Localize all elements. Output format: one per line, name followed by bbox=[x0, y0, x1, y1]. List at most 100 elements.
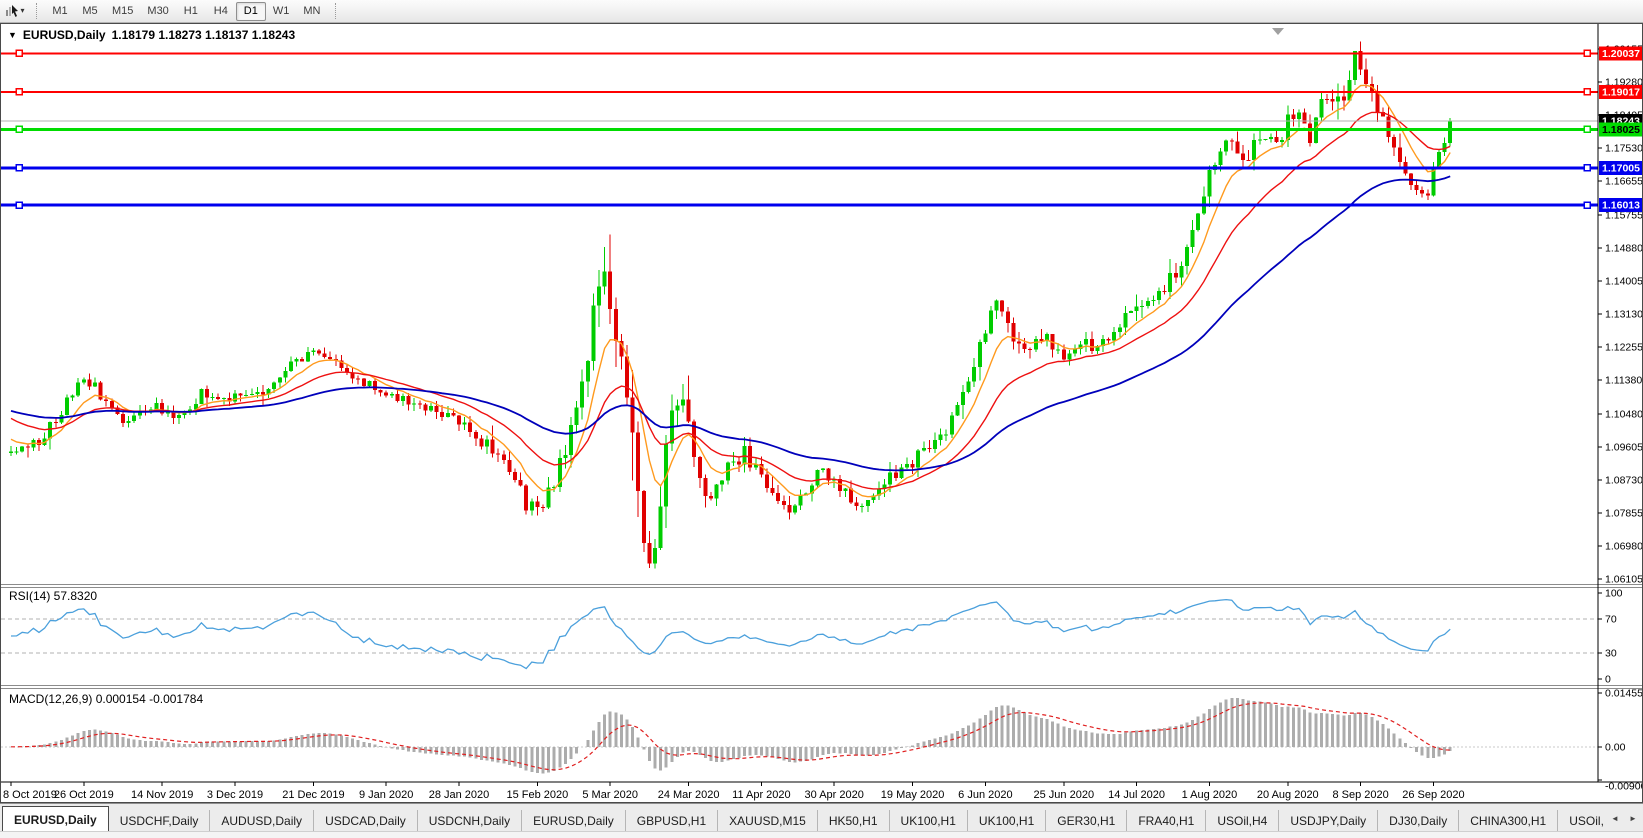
pane-separator[interactable] bbox=[1, 584, 1642, 588]
tab-scroll-left-icon[interactable]: ◄ bbox=[1611, 814, 1619, 823]
tab-14-usdjpy-daily[interactable]: USDJPY,Daily bbox=[1279, 810, 1379, 832]
tab-0-eurusd-daily[interactable]: EURUSD,Daily bbox=[2, 806, 109, 832]
timeframe-toolbar: M1 M5 M15 M30 H1 H4 D1 W1 MN bbox=[45, 1, 327, 21]
tab-2-audusd-daily[interactable]: AUDUSD,Daily bbox=[210, 810, 315, 832]
chart-title: ▼ EURUSD,Daily 1.18179 1.18273 1.18137 1… bbox=[8, 28, 295, 42]
svg-text:9 Jan 2020: 9 Jan 2020 bbox=[359, 789, 413, 801]
tab-6-gbpusd-h1[interactable]: GBPUSD,H1 bbox=[626, 810, 719, 832]
svg-text:1.17530: 1.17530 bbox=[1605, 143, 1642, 155]
chart-shift-marker[interactable] bbox=[1272, 28, 1284, 35]
ma-slow-line bbox=[10, 175, 1451, 472]
chart-ohlc-values: 1.18179 1.18273 1.18137 1.18243 bbox=[111, 28, 296, 42]
tab-7-xauusd-m15[interactable]: XAUUSD,M15 bbox=[718, 810, 818, 832]
chart-window[interactable]: 1.201551.192801.184051.175301.166551.157… bbox=[0, 23, 1643, 803]
tab-1-usdchf-daily[interactable]: USDCHF,Daily bbox=[109, 810, 211, 832]
hline-1.19017[interactable] bbox=[1, 88, 1598, 96]
chart-cursor-tool-icon bbox=[5, 4, 19, 18]
svg-text:1.18025: 1.18025 bbox=[1602, 124, 1640, 136]
tf-button-mn[interactable]: MN bbox=[303, 5, 321, 17]
tf-button-m1[interactable]: M1 bbox=[52, 5, 68, 17]
svg-text:6 Jun 2020: 6 Jun 2020 bbox=[958, 789, 1012, 801]
svg-text:1.11380: 1.11380 bbox=[1605, 374, 1642, 386]
line-handle bbox=[15, 49, 23, 58]
line-handle bbox=[15, 88, 23, 96]
svg-text:1.14880: 1.14880 bbox=[1605, 242, 1642, 254]
line-handle bbox=[15, 201, 23, 209]
tab-15-dj30-daily[interactable]: DJ30,Daily bbox=[1378, 810, 1460, 832]
chart-canvas[interactable]: 1.201551.192801.184051.175301.166551.157… bbox=[1, 24, 1642, 802]
tab-9-uk100-h1[interactable]: UK100,H1 bbox=[890, 810, 968, 832]
tab-bar-strip bbox=[0, 831, 1643, 838]
tf-button-m30[interactable]: M30 bbox=[147, 5, 169, 17]
collapse-triangle-icon: ▼ bbox=[8, 30, 17, 40]
macd-signal-line bbox=[11, 702, 1451, 771]
tf-button-h1[interactable]: H1 bbox=[183, 5, 198, 17]
svg-text:15 Feb 2020: 15 Feb 2020 bbox=[507, 789, 569, 801]
hline-1.18025[interactable] bbox=[1, 125, 1598, 134]
svg-text:19 May 2020: 19 May 2020 bbox=[881, 789, 945, 801]
tab-11-ger30-h1[interactable]: GER30,H1 bbox=[1046, 810, 1128, 832]
line-handle bbox=[15, 164, 23, 172]
svg-text:0.014556: 0.014556 bbox=[1605, 688, 1642, 700]
svg-text:20 Aug 2020: 20 Aug 2020 bbox=[1257, 789, 1319, 801]
svg-text:1.13130: 1.13130 bbox=[1605, 308, 1642, 320]
svg-text:1 Aug 2020: 1 Aug 2020 bbox=[1182, 789, 1238, 801]
pane-separator[interactable] bbox=[1, 685, 1642, 689]
svg-text:1.12255: 1.12255 bbox=[1605, 341, 1642, 353]
price-label-1.19017: 1.19017 bbox=[1599, 84, 1642, 99]
svg-text:1.09605: 1.09605 bbox=[1605, 441, 1642, 453]
chart-tabs: EURUSD,Daily USDCHF,Daily AUDUSD,Daily USDC… bbox=[2, 806, 1603, 832]
svg-text:8 Oct 2019: 8 Oct 2019 bbox=[3, 789, 57, 801]
svg-text:30 Apr 2020: 30 Apr 2020 bbox=[805, 789, 864, 801]
hline-1.20037[interactable] bbox=[1, 49, 1598, 58]
hline-1.16013[interactable] bbox=[1, 201, 1598, 209]
candles-group bbox=[9, 41, 1453, 569]
line-handle bbox=[1583, 49, 1591, 58]
tab-5-eurusd-daily[interactable]: EURUSD,Daily bbox=[522, 810, 626, 832]
ma-mid-line bbox=[10, 111, 1451, 490]
svg-text:1.20037: 1.20037 bbox=[1602, 48, 1640, 60]
svg-text:1.14005: 1.14005 bbox=[1605, 275, 1642, 287]
svg-text:24 Mar 2020: 24 Mar 2020 bbox=[658, 789, 720, 801]
tab-10-uk100-h1[interactable]: UK100,H1 bbox=[968, 810, 1047, 832]
svg-text:11 Apr 2020: 11 Apr 2020 bbox=[732, 789, 791, 801]
svg-text:0.00: 0.00 bbox=[1605, 741, 1626, 753]
price-label-1.16013: 1.16013 bbox=[1599, 198, 1642, 213]
tab-13-usoil-h4[interactable]: USOil,H4 bbox=[1206, 810, 1280, 832]
tf-button-w1[interactable]: W1 bbox=[272, 5, 290, 17]
svg-text:5 Mar 2020: 5 Mar 2020 bbox=[582, 789, 638, 801]
rsi-indicator-label: RSI(14) 57.8320 bbox=[9, 589, 98, 603]
tf-button-m5[interactable]: M5 bbox=[82, 5, 98, 17]
tab-8-hk50-h1[interactable]: HK50,H1 bbox=[818, 810, 890, 832]
svg-text:1.19017: 1.19017 bbox=[1602, 86, 1640, 98]
tab-17-usoil-h1[interactable]: USOil,H1 bbox=[1558, 810, 1603, 832]
line-handle bbox=[1583, 164, 1591, 172]
tf-button-h4[interactable]: H4 bbox=[213, 5, 228, 17]
chart-symbol-label: EURUSD,Daily bbox=[22, 28, 106, 42]
tf-button-d1[interactable]: D1 bbox=[235, 1, 266, 21]
tab-4-usdcnh-daily[interactable]: USDCNH,Daily bbox=[418, 810, 523, 832]
macd-indicator-label: MACD(12,26,9) 0.000154 -0.001784 bbox=[9, 692, 204, 706]
svg-text:-0.009001: -0.009001 bbox=[1605, 781, 1642, 793]
chevron-down-icon: ▾ bbox=[20, 6, 25, 15]
macd-histogram bbox=[15, 697, 1452, 774]
tab-3-usdcad-daily[interactable]: USDCAD,Daily bbox=[314, 810, 418, 832]
tab-scroll-right-icon[interactable]: ► bbox=[1629, 814, 1637, 823]
tf-button-m15[interactable]: M15 bbox=[112, 5, 134, 17]
svg-text:25 Jun 2020: 25 Jun 2020 bbox=[1034, 789, 1095, 801]
tab-12-fra40-h1[interactable]: FRA40,H1 bbox=[1127, 810, 1207, 832]
tab-16-china300-h1[interactable]: CHINA300,H1 bbox=[1459, 810, 1559, 832]
svg-text:1.17005: 1.17005 bbox=[1602, 162, 1640, 174]
svg-text:0: 0 bbox=[1605, 674, 1611, 686]
svg-text:21 Dec 2019: 21 Dec 2019 bbox=[282, 789, 344, 801]
rsi-line bbox=[10, 598, 1451, 670]
hline-1.17005[interactable] bbox=[1, 164, 1598, 172]
price-axis[interactable]: 1.201551.192801.184051.175301.166551.157… bbox=[1, 24, 1642, 793]
price-label-1.18025: 1.18025 bbox=[1599, 122, 1642, 137]
cursor-tool-button[interactable]: ▾ bbox=[2, 2, 28, 21]
svg-text:1.08730: 1.08730 bbox=[1605, 474, 1642, 486]
line-handle bbox=[1583, 201, 1591, 209]
price-label-1.17005: 1.17005 bbox=[1599, 160, 1642, 175]
